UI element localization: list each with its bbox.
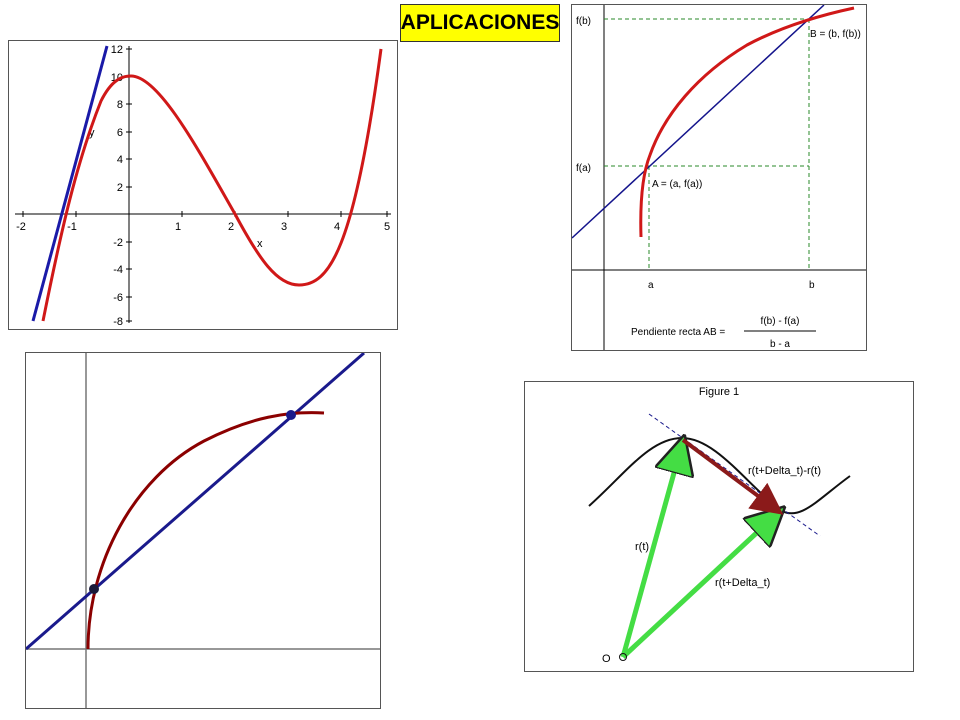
slope-numerator: f(b) - f(a): [761, 316, 800, 327]
y-tick-label: 10: [111, 72, 123, 84]
x-tick-label: 5: [384, 221, 390, 233]
a-tick-label: a: [648, 280, 654, 291]
arc-curve: [86, 411, 325, 650]
fb-label: f(b): [576, 16, 591, 27]
sine-curve: [588, 436, 851, 515]
slope-label: Pendiente recta AB =: [631, 327, 725, 338]
x-tick-label: 2: [228, 221, 234, 233]
cubic-curve: [41, 48, 383, 322]
x-tick-label: -1: [67, 221, 77, 233]
secant-line: [25, 351, 365, 651]
secant-graph: f(b) f(a) B = (b, f(b)) A = (a, f(a)) a …: [571, 4, 866, 350]
arc-graph: [25, 351, 380, 708]
vector-figure-panel: Figure 1 r(t+Delta_t)-r(t) r(t) r(t+Delt…: [524, 381, 914, 672]
y-tick-label: -2: [113, 237, 123, 249]
figure-title: Figure 1: [699, 386, 739, 398]
y-tick-label: -6: [113, 292, 123, 304]
page-title: APLICACIONES: [400, 4, 560, 42]
y-tick-label: 4: [117, 154, 123, 166]
cubic-graph: -2 -1 1 2 3 4 5 12 10 8 6 4 2 -2 -4 -6 -…: [15, 44, 391, 328]
vector-difference: [681, 438, 784, 515]
origin-label: O: [602, 653, 611, 665]
dashed-guides: [604, 18, 810, 270]
y-tick-label: -8: [113, 316, 123, 328]
difference-label: r(t+Delta_t)-r(t): [748, 465, 821, 477]
log-curve: [639, 6, 855, 238]
x-tick-label: 4: [334, 221, 340, 233]
y-tick-label: 12: [111, 44, 123, 56]
y-tick-label: 6: [117, 127, 123, 139]
point-b-label: B = (b, f(b)): [810, 29, 861, 40]
y-axis-label: y: [89, 127, 95, 139]
vector-rtdt: [621, 513, 778, 659]
y-tick-label: 2: [117, 182, 123, 194]
x-tick-label: -2: [16, 221, 26, 233]
vector-figure: Figure 1 r(t+Delta_t)-r(t) r(t) r(t+Delt…: [588, 386, 851, 665]
x-tick-label: 3: [281, 221, 287, 233]
x-axis-label: x: [257, 238, 263, 250]
intersection-point-b: [286, 410, 296, 420]
rt-label: r(t): [635, 541, 649, 553]
origin-point: [619, 653, 627, 661]
arc-graph-panel: [25, 351, 381, 709]
y-tick-label: 8: [117, 99, 123, 111]
rtdt-label: r(t+Delta_t): [715, 577, 770, 589]
y-tick-label: -4: [113, 264, 123, 276]
vector-rt: [620, 444, 682, 658]
b-tick-label: b: [809, 280, 815, 291]
point-a-label: A = (a, f(a)): [652, 179, 702, 190]
secant-line: [571, 4, 825, 239]
intersection-point-a: [89, 584, 99, 594]
secant-graph-panel: f(b) f(a) B = (b, f(b)) A = (a, f(a)) a …: [571, 4, 867, 351]
x-tick-label: 1: [175, 221, 181, 233]
cubic-graph-panel: -2 -1 1 2 3 4 5 12 10 8 6 4 2 -2 -4 -6 -…: [8, 40, 398, 330]
tangent-line: [31, 45, 109, 322]
slope-denominator: b - a: [770, 339, 790, 350]
fa-label: f(a): [576, 163, 591, 174]
